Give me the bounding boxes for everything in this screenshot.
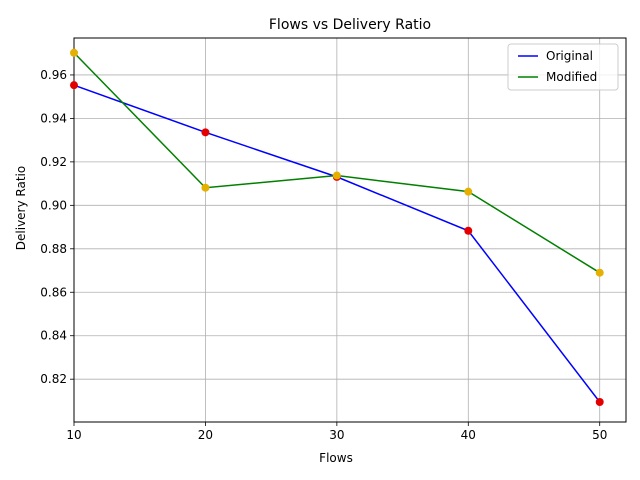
y-tick-label: 0.94 — [40, 111, 67, 125]
x-tick-label: 30 — [329, 428, 344, 442]
legend: Original Modified — [507, 43, 619, 91]
data-point-original — [464, 226, 473, 235]
data-point-modified — [595, 268, 604, 277]
y-tick-label: 0.82 — [40, 372, 67, 386]
chart-title: Flows vs Delivery Ratio — [269, 17, 431, 33]
y-axis-label: Delivery Ratio — [14, 166, 28, 250]
y-tick-label: 0.92 — [40, 155, 67, 169]
y-axis: 0.82 0.84 0.86 0.88 0.90 0.92 0.94 0.96 — [40, 68, 74, 386]
x-tick-label: 40 — [461, 428, 476, 442]
legend-label-modified: Modified — [546, 70, 597, 84]
y-tick-label: 0.90 — [40, 198, 67, 212]
y-tick-label: 0.84 — [40, 329, 67, 343]
x-axis-label: Flows — [319, 451, 353, 465]
data-point-modified — [332, 171, 341, 180]
data-point-original — [201, 128, 210, 137]
x-tick-label: 50 — [592, 428, 607, 442]
data-point-original — [595, 398, 604, 407]
data-point-modified — [70, 48, 78, 57]
grid — [73, 38, 626, 422]
series-layer — [70, 48, 604, 407]
data-point-original — [70, 81, 78, 90]
y-tick-label: 0.86 — [40, 285, 67, 299]
data-point-modified — [464, 187, 473, 196]
plot-area — [73, 37, 627, 423]
y-tick-label: 0.88 — [40, 242, 67, 256]
legend-label-original: Original — [546, 49, 593, 63]
x-tick-label: 10 — [66, 428, 81, 442]
y-tick-label: 0.96 — [40, 68, 67, 82]
data-point-modified — [201, 183, 210, 192]
x-axis: 10 20 30 40 50 — [66, 422, 607, 442]
x-tick-label: 20 — [198, 428, 213, 442]
